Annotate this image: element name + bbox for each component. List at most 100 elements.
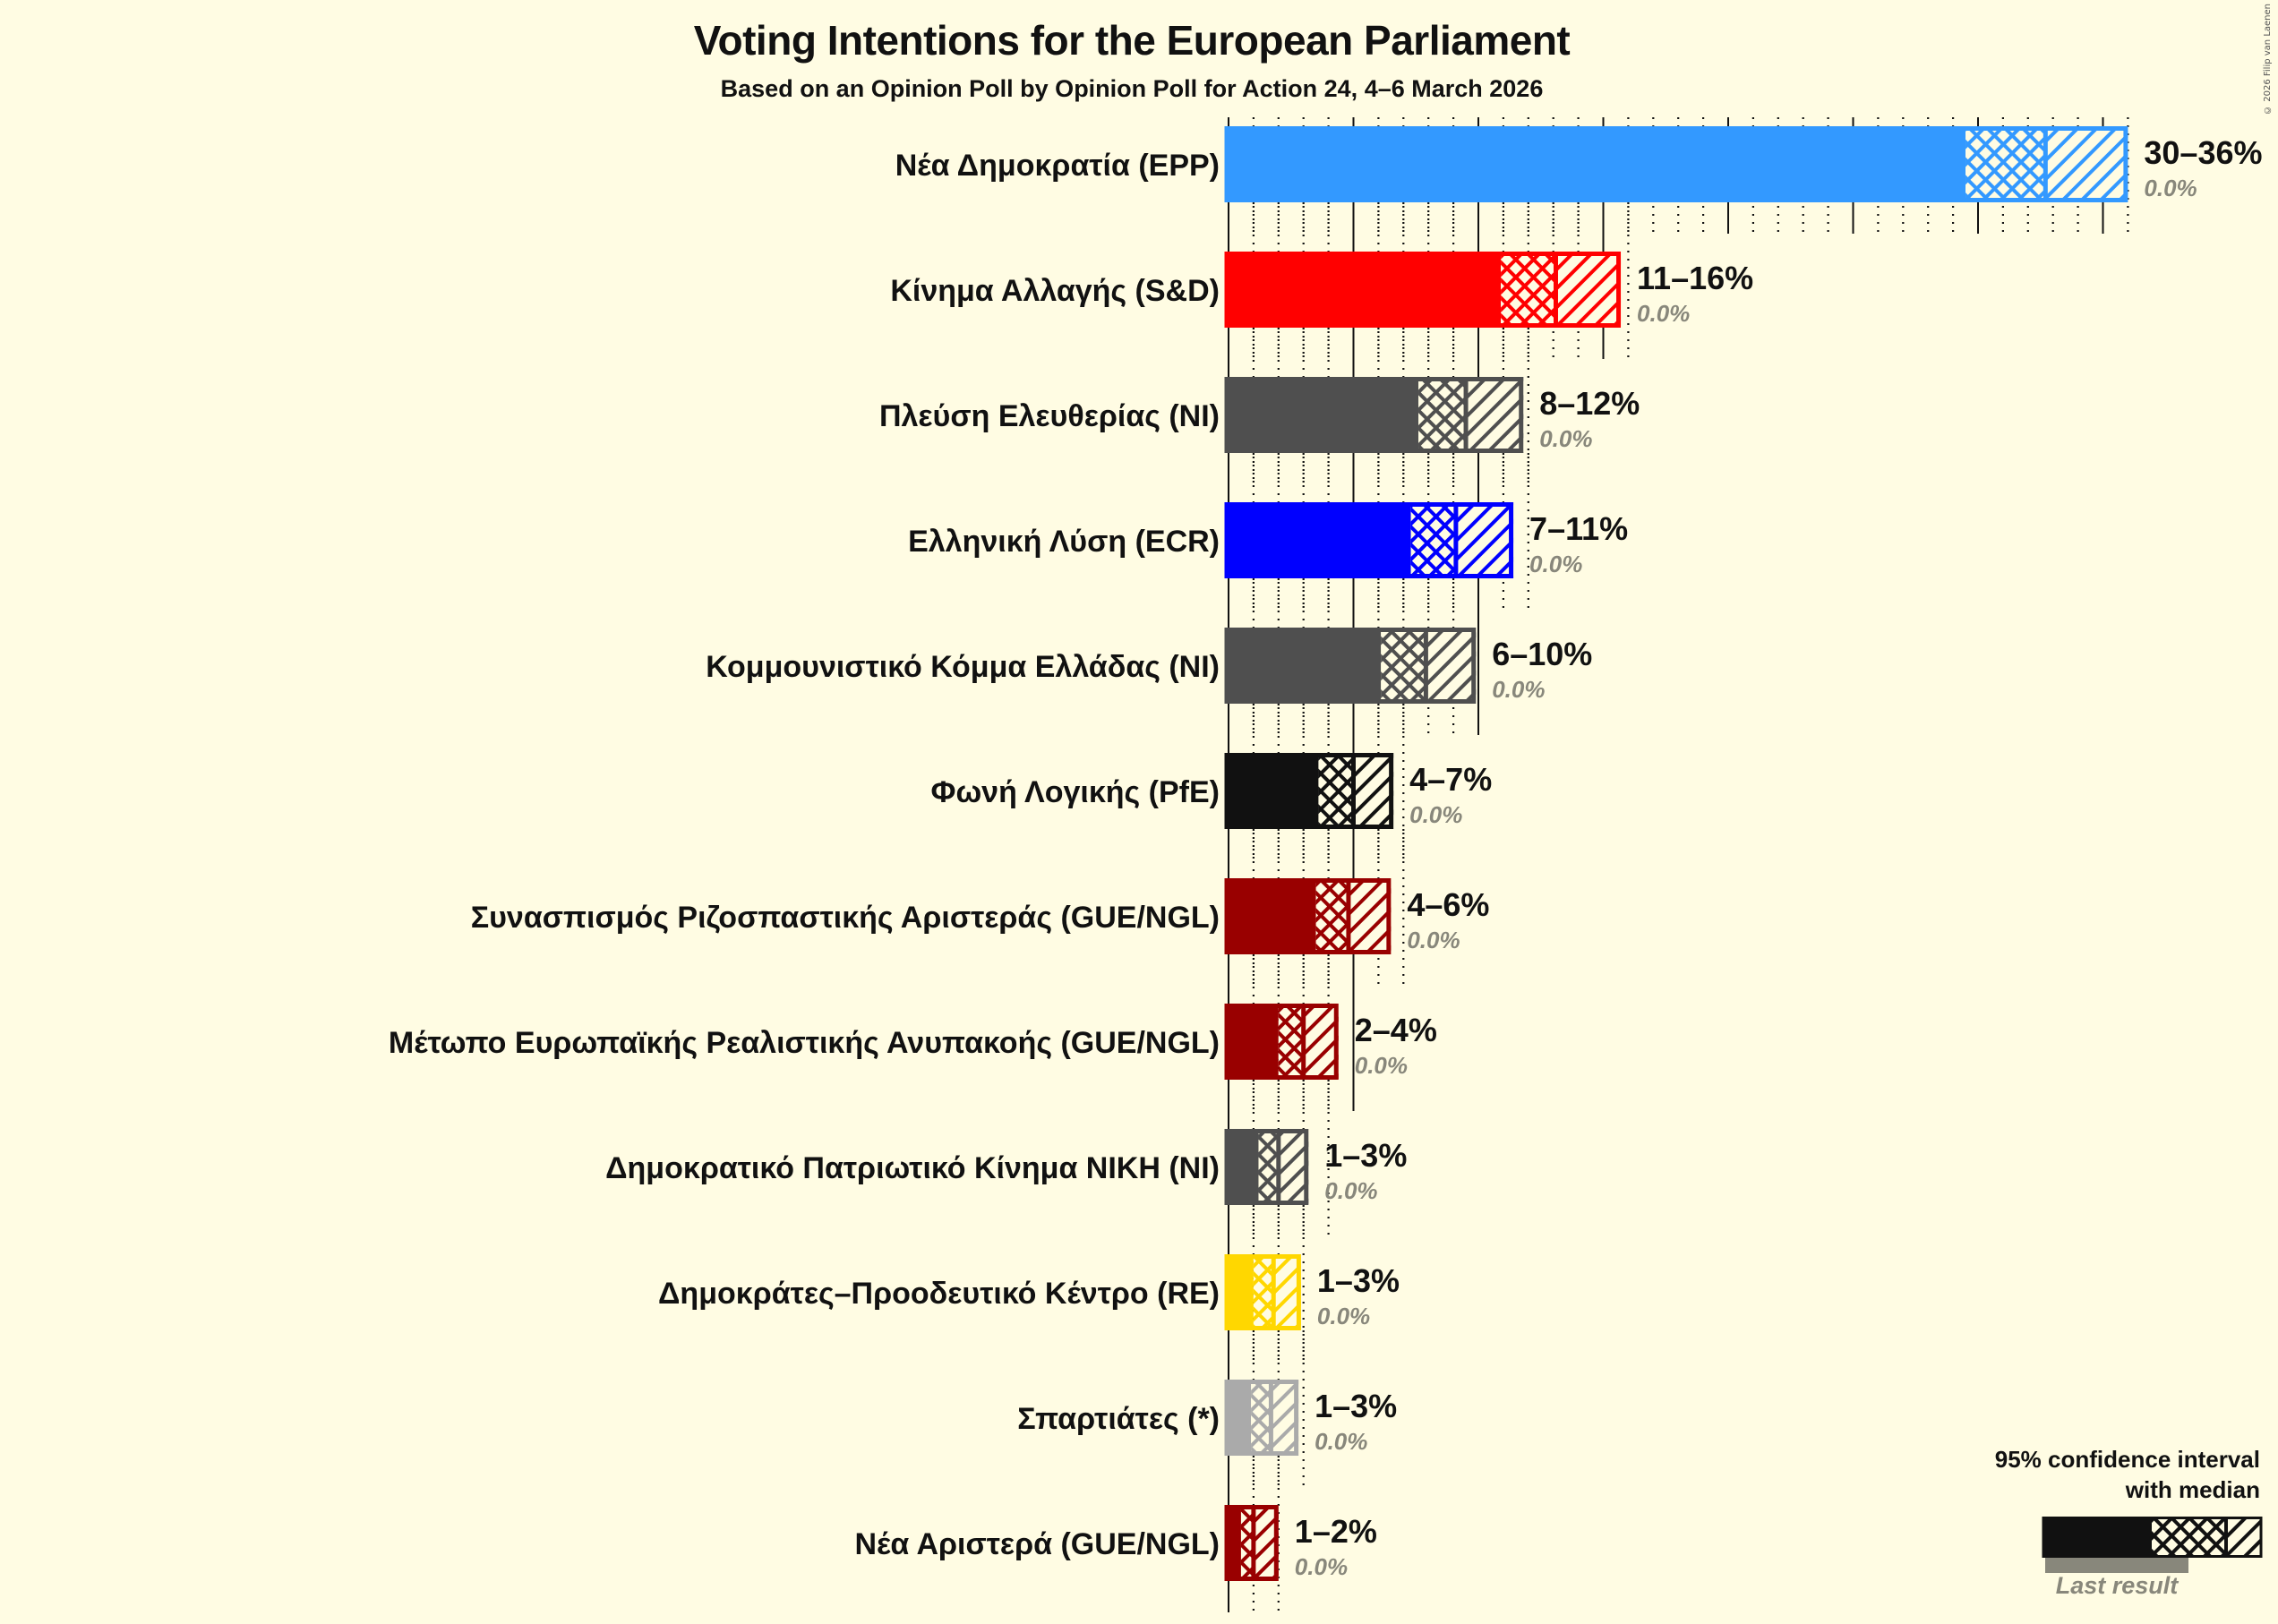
bar-solid (1227, 252, 1502, 328)
last-result-label: 0.0% (1315, 1428, 1367, 1455)
party-row: Νέα Αριστερά (GUE/NGL) 1–2% 0.0% (854, 1505, 1377, 1581)
party-row: Μέτωπο Ευρωπαϊκής Ρεαλιστικής Ανυπακοής … (389, 1004, 1437, 1080)
party-row: Ελληνική Λύση (ECR) 7–11% 0.0% (908, 502, 1628, 578)
range-label: 1–2% (1295, 1513, 1377, 1550)
bar-ci-lower (1410, 502, 1456, 578)
party-row: Σπαρτιάτες (*) 1–3% 0.0% (1017, 1380, 1397, 1456)
bar-ci-upper (2045, 126, 2128, 202)
bar-ci-upper (1555, 252, 1622, 328)
bar-solid (1227, 878, 1316, 954)
range-label: 1–3% (1317, 1262, 1400, 1299)
range-label: 1–3% (1324, 1137, 1407, 1174)
bar-outline (1224, 1004, 1339, 1080)
bar-ci-upper (1271, 1380, 1299, 1456)
last-result-label: 0.0% (2144, 175, 2197, 201)
bar-outline (1224, 252, 1622, 328)
legend-solid (2042, 1517, 2152, 1558)
last-result-label: 0.0% (1529, 551, 1582, 577)
range-label: 8–12% (1539, 385, 1640, 422)
bar-solid (1227, 1505, 1241, 1581)
bars: Νέα Δημοκρατία (EPP) 30–36% 0.0% Κίνημα Αλλ… (389, 126, 2263, 1581)
bar-ci-upper (1426, 628, 1477, 704)
bar-solid (1227, 1129, 1259, 1205)
bar-ci-upper (1348, 878, 1392, 954)
bar-solid (1227, 126, 1966, 202)
range-label: 1–3% (1315, 1388, 1397, 1424)
party-row: Κίνημα Αλλαγής (S&D) 11–16% 0.0% (890, 252, 1753, 328)
bar-outline (1224, 1129, 1309, 1205)
last-result-label: 0.0% (1492, 676, 1545, 703)
bar-ci-upper (1303, 1004, 1339, 1080)
bar-ci-lower (1501, 252, 1556, 328)
party-label: Φωνή Λογικής (PfE) (931, 775, 1220, 809)
bar-ci-lower (1251, 1380, 1272, 1456)
bar-outline (1224, 753, 1394, 829)
party-label: Νέα Αριστερά (GUE/NGL) (854, 1527, 1220, 1561)
legend-last-result-bar (2045, 1558, 2188, 1573)
legend-title-line2: with median (2125, 1476, 2260, 1503)
last-result-label: 0.0% (1355, 1052, 1408, 1079)
last-result-label: 0.0% (1407, 927, 1460, 953)
chart-title: Voting Intentions for the European Parli… (693, 17, 1571, 64)
bar-outline (1224, 502, 1514, 578)
range-label: 11–16% (1637, 260, 1753, 296)
bar-ci-lower (1278, 1004, 1304, 1080)
bar-outline (1224, 1505, 1279, 1581)
party-row: Κομμουνιστικό Κόμμα Ελλάδας (NI) 6–10% 0.0… (706, 628, 1592, 704)
bar-outline (1224, 878, 1392, 954)
last-result-label: 0.0% (1295, 1553, 1348, 1580)
bar-outline (1224, 1380, 1299, 1456)
party-row: Φωνή Λογικής (PfE) 4–7% 0.0% (931, 753, 1492, 829)
bar-ci-upper (1455, 502, 1514, 578)
bar-ci-lower (1418, 377, 1467, 453)
party-label: Δημοκράτες–Προοδευτικό Κέντρο (RE) (658, 1277, 1220, 1311)
range-label: 2–4% (1355, 1012, 1437, 1048)
legend-title: 95% confidence interval with median (1995, 1444, 2260, 1505)
last-result-label: 0.0% (1324, 1177, 1377, 1204)
bar-solid (1227, 753, 1319, 829)
party-label: Κίνημα Αλλαγής (S&D) (890, 274, 1220, 308)
bar-solid (1227, 1254, 1254, 1330)
last-result-label: 0.0% (1317, 1303, 1370, 1329)
legend-title-line1: 95% confidence interval (1994, 1446, 2260, 1473)
party-row: Δημοκράτες–Προοδευτικό Κέντρο (RE) 1–3% 0.… (658, 1254, 1400, 1330)
bar-solid (1227, 502, 1411, 578)
party-row: Πλεύση Ελευθερίας (NI) 8–12% 0.0% (879, 377, 1640, 453)
bar-outline (1224, 628, 1477, 704)
bar-solid (1227, 377, 1419, 453)
bar-solid (1227, 1004, 1279, 1080)
bar-outline (1224, 1254, 1301, 1330)
party-label: Συνασπισμός Ριζοσπαστικής Αριστεράς (GUE… (471, 901, 1220, 935)
last-result-label: 0.0% (1539, 425, 1592, 452)
bar-outline (1224, 126, 2128, 202)
last-result-label: 0.0% (1409, 801, 1462, 828)
party-label: Δημοκρατικό Πατριωτικό Κίνημα ΝΙΚΗ (NI) (605, 1151, 1220, 1185)
bar-ci-lower (1315, 878, 1349, 954)
legend-graphic (2042, 1517, 2263, 1573)
bar-ci-lower (1965, 126, 2046, 202)
bar-ci-upper (1353, 753, 1394, 829)
party-row: Δημοκρατικό Πατριωτικό Κίνημα ΝΙΚΗ (NI) 1… (605, 1129, 1407, 1205)
bar-ci-upper (1273, 1254, 1301, 1330)
chart-subtitle: Based on an Opinion Poll by Opinion Poll… (720, 75, 1544, 102)
bar-outline (1224, 377, 1524, 453)
party-label: Πλεύση Ελευθερίας (NI) (879, 399, 1220, 433)
range-label: 30–36% (2144, 134, 2262, 171)
bar-ci-lower (1381, 628, 1426, 704)
party-label: Μέτωπο Ευρωπαϊκής Ρεαλιστικής Ανυπακοής … (389, 1026, 1220, 1060)
legend-outline (2042, 1517, 2263, 1558)
bar-ci-lower (1240, 1505, 1254, 1581)
bar-ci-upper (1466, 377, 1524, 453)
party-label: Σπαρτιάτες (*) (1017, 1402, 1220, 1436)
party-label: Ελληνική Λύση (ECR) (908, 525, 1220, 559)
party-label: Νέα Δημοκρατία (EPP) (895, 149, 1220, 183)
bar-solid (1227, 1380, 1252, 1456)
party-label: Κομμουνιστικό Κόμμα Ελλάδας (NI) (706, 650, 1220, 684)
bar-ci-lower (1253, 1254, 1274, 1330)
bar-ci-lower (1318, 753, 1354, 829)
bar-ci-lower (1258, 1129, 1279, 1205)
range-label: 4–7% (1409, 761, 1492, 798)
range-label: 7–11% (1529, 510, 1628, 547)
bar-solid (1227, 628, 1382, 704)
